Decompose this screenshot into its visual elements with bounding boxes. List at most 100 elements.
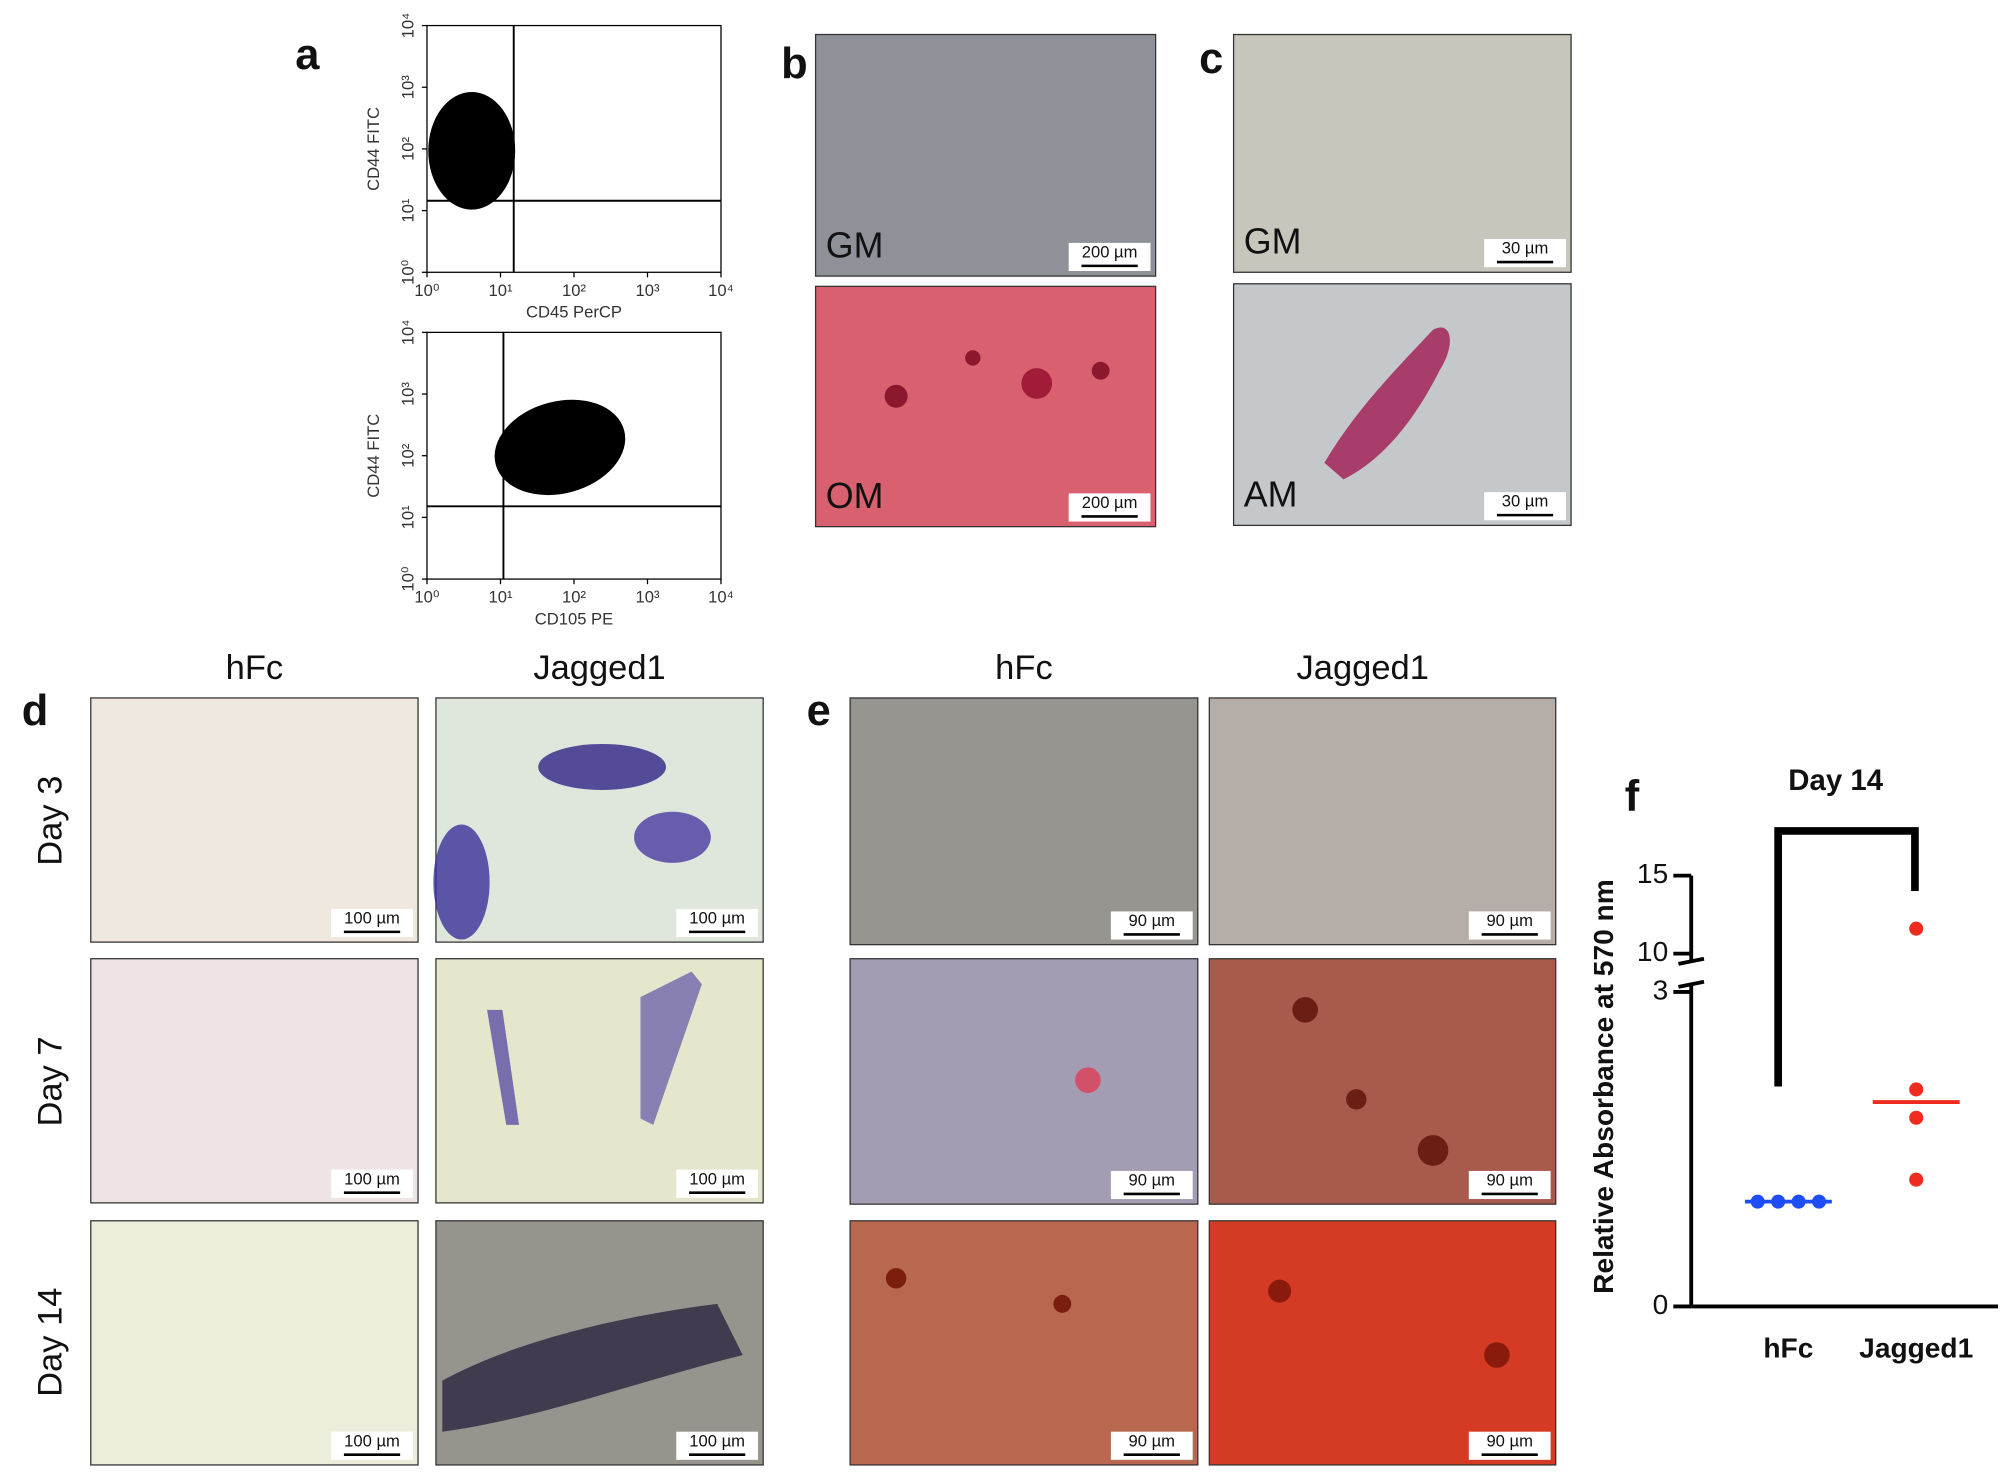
stain-blob bbox=[634, 811, 711, 863]
stain-blob bbox=[1021, 368, 1053, 399]
column-header: hFc bbox=[995, 649, 1053, 687]
micrograph bbox=[849, 958, 1199, 1205]
x-axis-label: CD105 PE bbox=[535, 609, 613, 628]
micrograph bbox=[90, 958, 419, 1204]
panel-label: a bbox=[295, 31, 320, 79]
stain-blob bbox=[1053, 1294, 1072, 1313]
stain-blob bbox=[884, 384, 908, 408]
micrograph bbox=[1208, 697, 1557, 946]
micrograph bbox=[1232, 33, 1572, 273]
y-tick-label: 3 bbox=[1653, 974, 1669, 1005]
y-axis-label: CD44 FITC bbox=[364, 414, 383, 498]
y-tick-label: 10³ bbox=[398, 75, 417, 99]
stain-blob bbox=[1268, 1279, 1292, 1303]
micrograph bbox=[435, 958, 764, 1204]
data-point bbox=[1909, 1110, 1924, 1125]
y-tick-label: 10² bbox=[398, 443, 417, 467]
x-tick-label: hFc bbox=[1763, 1332, 1813, 1363]
stain-blob bbox=[1091, 361, 1110, 380]
scale-text: 100 µm bbox=[689, 908, 745, 927]
micrograph bbox=[1208, 1220, 1557, 1466]
stain-blob bbox=[1484, 1342, 1510, 1368]
x-tick-label: 10³ bbox=[635, 588, 659, 607]
event-cloud bbox=[494, 399, 626, 496]
scale-text: 100 µm bbox=[344, 1431, 400, 1450]
scale-text: 100 µm bbox=[344, 1169, 400, 1188]
stain-blob bbox=[433, 824, 490, 940]
micrograph bbox=[1208, 958, 1557, 1205]
stain-blob bbox=[487, 1009, 520, 1125]
stain-blob bbox=[1346, 1089, 1367, 1110]
axis-break bbox=[1678, 979, 1705, 989]
y-tick-label: 10¹ bbox=[398, 198, 417, 222]
stain-blob bbox=[885, 1268, 907, 1289]
x-tick-label: 10⁴ bbox=[708, 588, 734, 607]
y-tick-label: 10⁰ bbox=[398, 259, 417, 284]
stain-blob bbox=[538, 743, 667, 790]
scale-text: 90 µm bbox=[1129, 911, 1176, 930]
x-tick-label: 10³ bbox=[635, 281, 659, 300]
image-label: GM bbox=[826, 225, 884, 265]
micrograph bbox=[814, 33, 1157, 277]
micrograph bbox=[90, 697, 419, 943]
axis-break bbox=[1678, 956, 1705, 966]
x-tick-label: 10⁴ bbox=[708, 281, 734, 300]
data-point bbox=[1909, 1082, 1924, 1097]
micrograph bbox=[435, 697, 764, 943]
micrographs bbox=[90, 33, 1572, 1466]
y-axis-label: CD44 FITC bbox=[364, 107, 383, 191]
panel-label: d bbox=[22, 687, 49, 735]
y-tick-label: 0 bbox=[1653, 1289, 1669, 1320]
image-label: GM bbox=[1244, 222, 1302, 262]
scale-text: 100 µm bbox=[689, 1169, 745, 1188]
stain-blob bbox=[442, 1303, 743, 1432]
micrograph bbox=[90, 1220, 419, 1466]
x-tick-label: 10² bbox=[562, 281, 586, 300]
row-header: Day 14 bbox=[32, 1288, 70, 1397]
stain-blob bbox=[640, 971, 702, 1125]
stain-blob bbox=[1292, 997, 1318, 1023]
scale-text: 90 µm bbox=[1486, 911, 1532, 930]
x-tick-label: Jagged1 bbox=[1859, 1332, 1973, 1363]
scale-text: 90 µm bbox=[1486, 1431, 1532, 1450]
x-tick-label: 10⁰ bbox=[414, 281, 439, 300]
y-tick-label: 10⁰ bbox=[398, 566, 417, 591]
column-header: hFc bbox=[226, 649, 284, 687]
data-point bbox=[1909, 921, 1924, 936]
data-point bbox=[1771, 1194, 1786, 1209]
panel-label: e bbox=[807, 687, 831, 735]
y-tick-label: 10 bbox=[1637, 936, 1668, 967]
panel-label: c bbox=[1199, 35, 1223, 83]
scale-text: 100 µm bbox=[344, 908, 400, 927]
x-tick-label: 10⁰ bbox=[414, 588, 439, 607]
overlays: GM 200 µm OM 200 µm GM 30 µm AM 30 µm 100 µm 100 … bbox=[331, 222, 1566, 1460]
panel-label: b bbox=[781, 40, 808, 88]
significance-bracket bbox=[1774, 827, 1919, 1087]
scale-text: 30 µm bbox=[1502, 239, 1549, 258]
scale-text: 200 µm bbox=[1082, 493, 1138, 512]
event-cloud bbox=[428, 92, 516, 210]
y-axis-label: Relative Absorbance at 570 nm bbox=[1588, 879, 1619, 1294]
x-axis-label: CD45 PerCP bbox=[526, 303, 622, 322]
x-tick-label: 10¹ bbox=[488, 588, 512, 607]
micrograph bbox=[814, 285, 1157, 528]
panel-label: f bbox=[1625, 772, 1640, 820]
x-tick-label: 10¹ bbox=[488, 281, 512, 300]
micrograph-textures bbox=[433, 327, 1510, 1432]
column-header: Jagged1 bbox=[1297, 649, 1429, 687]
micrograph bbox=[849, 1220, 1199, 1466]
data-point bbox=[1812, 1194, 1827, 1209]
y-tick-label: 10³ bbox=[398, 382, 417, 406]
x-tick-label: 10² bbox=[562, 588, 586, 607]
scale-text: 30 µm bbox=[1502, 492, 1549, 511]
scale-text: 200 µm bbox=[1082, 242, 1138, 261]
stain-blob bbox=[1417, 1135, 1449, 1166]
column-header: Jagged1 bbox=[533, 649, 665, 687]
y-tick-label: 10² bbox=[398, 136, 417, 160]
stain-blob bbox=[965, 350, 981, 366]
scale-text: 90 µm bbox=[1486, 1171, 1532, 1190]
y-tick-label: 15 bbox=[1637, 858, 1668, 889]
chart-title: Day 14 bbox=[1788, 764, 1883, 797]
row-header: Day 3 bbox=[32, 776, 70, 866]
